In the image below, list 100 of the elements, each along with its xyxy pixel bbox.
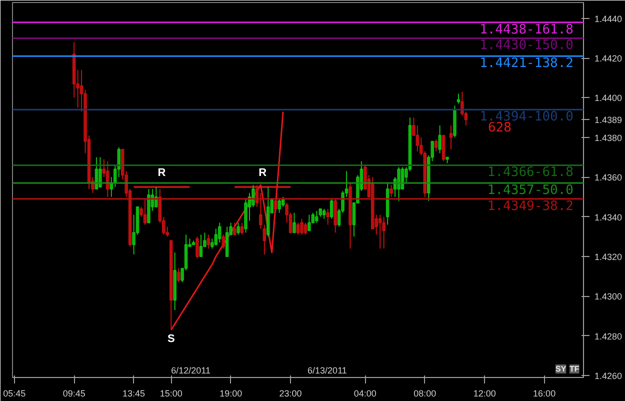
candlestick	[136, 206, 140, 236]
candlestick	[456, 93, 460, 104]
x-tick-label: 16:00	[533, 388, 556, 398]
candlestick	[270, 198, 274, 214]
candlestick	[84, 89, 87, 154]
candlestick	[460, 91, 464, 116]
candlestick	[132, 214, 136, 255]
candlestick	[442, 134, 446, 162]
candlestick	[244, 198, 248, 234]
candlestick	[128, 188, 132, 248]
y-tick-label: 1.4320	[594, 252, 622, 262]
annotation: 6/13/2011	[308, 366, 347, 376]
x-tick-label: 13:45	[122, 388, 146, 398]
candlestick	[140, 206, 143, 218]
ref-line-label: 1.4349-38.2	[487, 198, 574, 214]
y-tick-label: 1.4300	[594, 292, 622, 302]
candlestick	[296, 222, 300, 236]
candlestick	[464, 111, 468, 126]
candlestick	[222, 234, 225, 250]
candlestick	[214, 228, 218, 246]
candlestick	[169, 240, 173, 330]
x-tick-label: 12:00	[473, 388, 496, 398]
y-tick-label: 1.4280	[594, 331, 622, 342]
candlestick	[91, 176, 94, 194]
annotation: R	[258, 167, 267, 180]
candlestick	[229, 222, 232, 236]
candlestick	[449, 125, 453, 150]
ref-line-label: 1.4366-61.8	[487, 165, 574, 180]
y-tick-label: 1.4440	[594, 14, 622, 24]
candlestick	[416, 125, 420, 152]
candlestick	[117, 146, 120, 178]
candlestick	[124, 170, 128, 198]
candlestick	[259, 192, 262, 230]
candlestick	[180, 268, 184, 283]
y-tick-label: 1.4420	[594, 54, 622, 64]
candlestick	[397, 166, 400, 202]
x-tick-label: 23:00	[279, 388, 302, 398]
candlestick	[232, 222, 236, 236]
candlestick	[438, 125, 442, 154]
candlestick	[446, 156, 449, 164]
candlestick	[364, 164, 367, 190]
candlestick	[390, 184, 393, 198]
candlestick	[236, 222, 240, 236]
candlestick	[300, 218, 304, 236]
candlestick	[453, 105, 456, 138]
candlestick	[304, 222, 308, 236]
candlestick	[288, 212, 292, 234]
candlestick	[311, 212, 315, 224]
x-tick-label: 08:00	[414, 388, 436, 398]
candlestick	[114, 164, 117, 188]
candlestick	[188, 238, 192, 248]
candlestick	[266, 186, 270, 238]
candlestick	[240, 222, 244, 236]
candlestick	[252, 184, 255, 208]
annotation: 6/12/2011	[171, 366, 210, 376]
ref-line-label: 1.4438-161.8	[480, 22, 574, 38]
candlestick	[315, 210, 318, 224]
candlestick	[322, 208, 326, 220]
candlestick	[382, 216, 386, 250]
candlestick	[344, 170, 348, 198]
candlestick	[102, 158, 106, 178]
candlestick	[378, 214, 382, 250]
candlestick	[348, 182, 352, 250]
x-tick-label: 19:00	[220, 388, 242, 398]
annotation: TF	[570, 364, 580, 374]
x-tick-label: 15:00	[160, 388, 182, 398]
annotation: R	[158, 167, 166, 180]
y-tick-label: 1.4360	[594, 172, 622, 183]
ref-line-label: 1.4357-50.0	[487, 183, 574, 198]
candlestick	[274, 198, 278, 214]
candlestick	[147, 188, 150, 224]
candlestick	[330, 198, 334, 220]
y-tick-label: 1.4400	[594, 93, 622, 104]
candlestick	[210, 238, 214, 250]
candlestick	[206, 234, 210, 250]
candlestick	[173, 252, 176, 311]
y-tick-label: 1.4260	[594, 371, 622, 382]
candlestick	[199, 234, 203, 257]
annotation: SY	[556, 364, 567, 374]
candlestick	[308, 214, 311, 232]
candlestick	[143, 198, 147, 226]
candlestick	[192, 240, 196, 246]
ref-line-label: 1.4421-138.2	[480, 56, 574, 72]
candlestick	[412, 117, 416, 136]
y-tick-label: 1.4389	[594, 115, 622, 126]
candlestick	[176, 268, 180, 283]
candlestick	[218, 222, 222, 244]
candlestick	[196, 236, 199, 259]
candlestick	[374, 214, 378, 236]
candlestick	[434, 138, 438, 152]
candlestick	[292, 212, 296, 234]
candlestick	[154, 186, 158, 208]
candlestick	[166, 226, 169, 238]
candlestick	[278, 198, 281, 214]
x-tick-label: 05:45	[3, 388, 26, 398]
candlestick	[337, 208, 341, 228]
candlestick	[318, 208, 322, 218]
x-tick-label: 09:45	[62, 388, 86, 398]
candlestick	[408, 117, 412, 172]
x-tick-label: 04:00	[354, 388, 376, 398]
